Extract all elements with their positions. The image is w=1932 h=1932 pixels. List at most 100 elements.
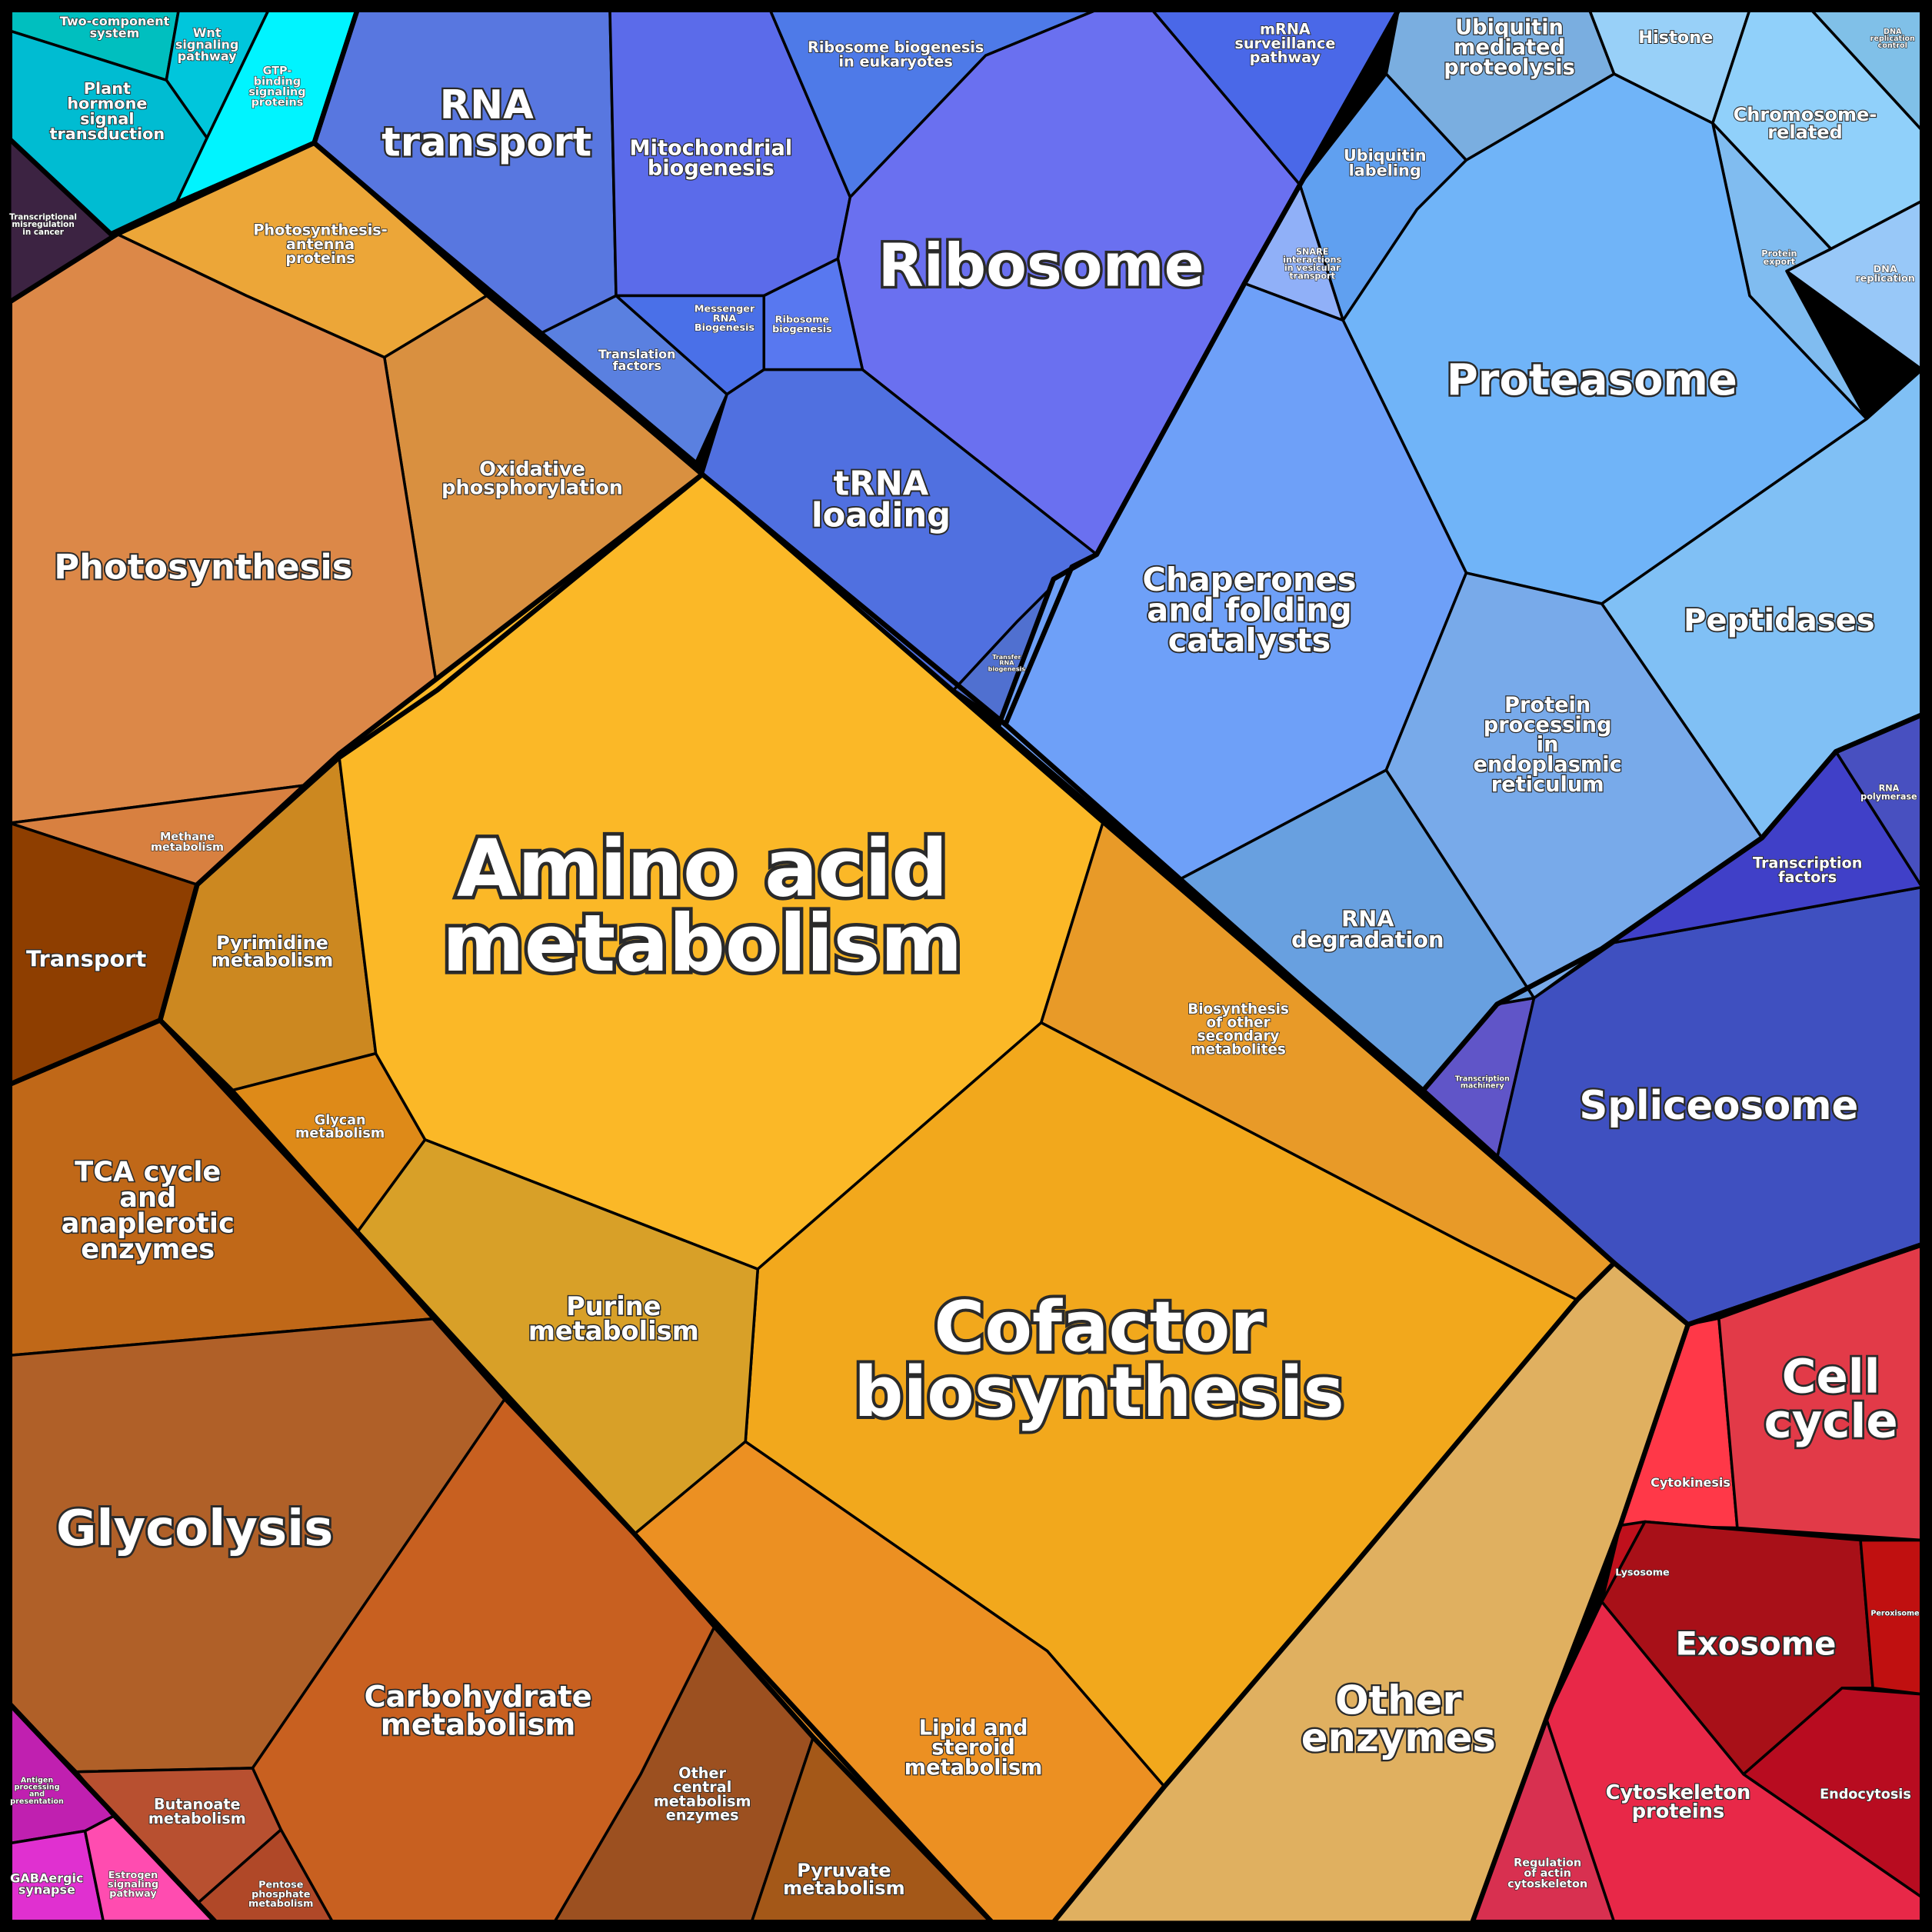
region-label: Transcription machinery	[1455, 1074, 1510, 1090]
region-label: Photosynthesis	[54, 547, 352, 588]
region-label-line: polymerase	[1860, 791, 1917, 801]
region-label-line: Ribosome	[775, 315, 830, 326]
region-label: Cell cycle	[1764, 1350, 1898, 1449]
region-label-line: Exosome	[1675, 1625, 1836, 1663]
region-label: Cytoskeleton proteins	[1606, 1781, 1751, 1823]
group-border	[1421, 711, 1925, 1327]
region-label: Messenger RNA Biogenesis	[695, 304, 755, 334]
region-label: Carbohydrate metabolism	[364, 1680, 591, 1743]
region-label-line: biosynthesis	[854, 1353, 1344, 1433]
region-label-line: signaling	[108, 1879, 158, 1890]
region-label-line: surveillance	[1234, 35, 1335, 52]
region-label-line: Pyrimidine	[216, 932, 328, 954]
region-label: Other enzymes	[1301, 1677, 1496, 1761]
region-label-line: RNA	[1341, 905, 1394, 931]
region-label-line: in eukaryotes	[839, 52, 953, 70]
region-label: Biosynthesis of other secondary metabolites	[1188, 1001, 1289, 1058]
region-label-line: pathway	[109, 1888, 157, 1900]
region-label-line: Biogenesis	[695, 322, 755, 334]
labels-layer: Two-component system Wnt signaling pathwayPl…	[9, 14, 1920, 1910]
region-label-line: related	[1767, 122, 1843, 143]
region-label: Transfer RNA biogenesis	[988, 654, 1026, 672]
region-label-line: Messenger	[695, 304, 755, 315]
region-label-line: metabolism	[654, 1792, 751, 1810]
region-label-line: Cytokinesis	[1651, 1475, 1730, 1490]
region-label: DNA replication	[1855, 264, 1915, 285]
region-label: Spliceosome	[1579, 1083, 1858, 1129]
region-label-line: mediated	[1454, 35, 1565, 59]
region-label-line: processing	[15, 1784, 60, 1792]
region-label-line: and folding	[1147, 591, 1352, 629]
region-label-line: export	[1764, 257, 1796, 267]
region-label: Lipid and steroid metabolism	[904, 1716, 1043, 1780]
region-label-line: control	[1878, 42, 1907, 50]
region-label-line: proteins	[1632, 1800, 1725, 1823]
region-label-line: Transport	[26, 945, 147, 971]
region-label-line: GTP-	[263, 65, 292, 78]
region-label: Ubiquitin labeling	[1344, 146, 1427, 180]
region-label-line: signaling	[248, 86, 305, 98]
region-label-line: in vesicular	[1284, 263, 1341, 273]
region-label: RNA polymerase	[1860, 784, 1917, 802]
region-label-line: mRNA	[1260, 21, 1311, 38]
region-label: SNARE interactions in vesicular transport	[1283, 247, 1341, 281]
region-label-line: metabolism	[148, 1810, 246, 1827]
region-label: Histone	[1638, 28, 1713, 48]
region-label: Exosome	[1675, 1625, 1836, 1663]
region-label-line: pathway	[1250, 48, 1321, 66]
region-label: Antigen processing and presentation	[10, 1776, 64, 1805]
region-label-line: Pyruvate	[797, 1860, 891, 1881]
region-label-line: Regulation	[1514, 1857, 1581, 1869]
region-label-line: RNA	[999, 660, 1014, 667]
region-label-line: Transcription	[1753, 854, 1862, 872]
region-label: Oxidative phosphorylation	[441, 458, 623, 499]
region-label-line: transduction	[50, 125, 165, 143]
region-label-line: Carbohydrate	[364, 1680, 591, 1714]
region-label: Glycan metabolism	[295, 1113, 385, 1141]
region-label: GABAergic synapse	[10, 1871, 83, 1897]
region-label-line: in	[1537, 733, 1559, 757]
region-label-line: proteins	[285, 249, 355, 267]
region-label-line: signal	[80, 109, 134, 128]
region-label: DNA replication control	[1870, 28, 1915, 50]
region-label-line: SNARE	[1296, 247, 1328, 257]
region-label: Pyrimidine metabolism	[212, 932, 333, 971]
region-label: Lysosome	[1615, 1567, 1670, 1579]
region-label-line: Translation	[598, 347, 676, 361]
region-label-line: Methane	[160, 831, 215, 843]
region-label-line: factors	[1778, 868, 1837, 886]
region-label-line: RNA	[440, 82, 534, 128]
region-label-line: Ribosome	[878, 232, 1204, 300]
region-label-line: Chromosome-	[1734, 104, 1877, 125]
region-label-line: labeling	[1349, 162, 1421, 180]
region-label-line: misregulation	[12, 220, 74, 229]
region-label-line: enzymes	[81, 1234, 215, 1265]
region-label-line: metabolism	[381, 1707, 576, 1742]
region-label-line: Antigen	[21, 1776, 54, 1784]
region-label: Mitochondrial biogenesis	[630, 137, 793, 181]
region-label-line: and	[119, 1182, 176, 1214]
region-label-line: proteins	[251, 97, 304, 109]
region-label-line: phosphate	[251, 1889, 311, 1900]
region-label-line: replication	[1855, 273, 1915, 285]
region-label: Chaperones and folding catalysts	[1142, 561, 1356, 659]
region-label: Amino acid metabolism	[442, 824, 962, 990]
region-label-line: Wnt	[193, 25, 222, 40]
region-label-line: degradation	[1291, 927, 1444, 953]
region-label: mRNA surveillance pathway	[1234, 21, 1335, 67]
region-label-line: metabolism	[904, 1756, 1043, 1780]
region-label: Ribosome biogenesis in eukaryotes	[808, 38, 984, 70]
region-label: Chromosome-related	[1734, 104, 1877, 143]
region-label: Two-component system	[60, 14, 170, 40]
region-label-line: binding	[254, 75, 301, 88]
region-label: Endocytosis	[1820, 1787, 1911, 1803]
region-label-line: Ubiquitin	[1455, 16, 1564, 40]
region-label-line: secondary	[1198, 1028, 1280, 1044]
region-label-line: Cofactor	[934, 1287, 1264, 1367]
region-label-line: presentation	[10, 1797, 64, 1806]
region-label-line: catalysts	[1168, 621, 1331, 659]
region-label-line: metabolism	[248, 1898, 313, 1910]
region-label: Protein export	[1761, 248, 1797, 267]
region-label-line: Ubiquitin	[1344, 146, 1427, 165]
